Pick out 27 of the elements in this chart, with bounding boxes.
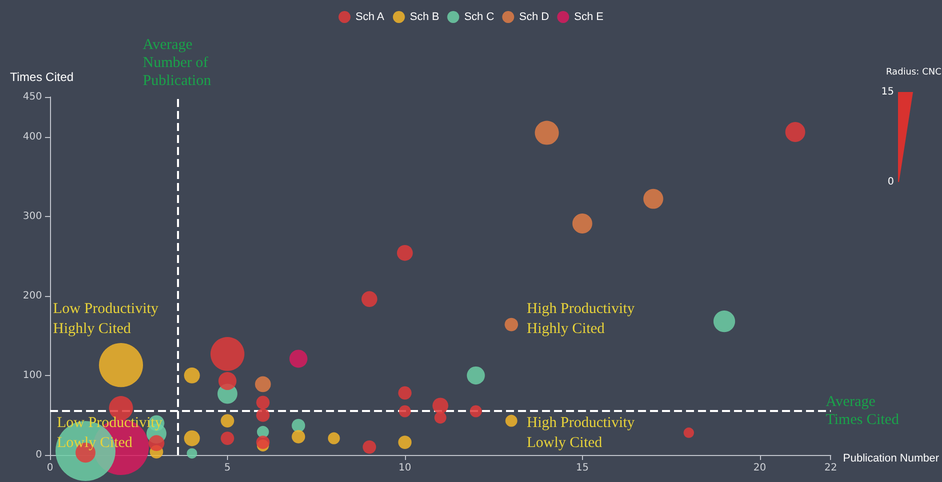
x-tick-label: 20 xyxy=(753,462,766,474)
x-tick-label: 15 xyxy=(576,462,589,474)
x-tick-label: 5 xyxy=(224,462,231,474)
ref-line-label: Average Times Cited xyxy=(826,394,900,428)
annotation: Low Productivity Highly Cited xyxy=(53,301,159,338)
x-tick-label: 10 xyxy=(398,462,412,474)
legend-label: Sch A xyxy=(356,11,385,23)
y-tick-label: 0 xyxy=(36,450,42,460)
legend-label: Sch E xyxy=(574,11,604,23)
y-tick-label: 100 xyxy=(22,370,42,381)
text: 0 xyxy=(888,176,894,188)
text: 15 xyxy=(881,86,894,98)
x-tick-label: 22 xyxy=(824,462,838,474)
y-tick-label: 200 xyxy=(22,290,42,302)
y-tick-label: 450 xyxy=(22,92,42,102)
y-tick-label: 400 xyxy=(22,131,42,142)
x-tick-label: 0 xyxy=(46,462,54,474)
legend-title: Radius: CNCI xyxy=(886,68,942,78)
x-axis-title: Publication Number xyxy=(843,452,940,464)
ref-line-label: Average Number of Publication xyxy=(142,37,212,89)
legend-label: Sch D xyxy=(519,11,550,23)
annotation: High Productivity Lowly Cited xyxy=(526,415,636,452)
y-tick-label: 300 xyxy=(22,210,42,222)
legend-label: Sch B xyxy=(410,11,440,23)
y-axis-title: Times Cited xyxy=(10,70,74,84)
legend-label: Sch C xyxy=(464,11,494,23)
annotation: High Productivity Highly Cited xyxy=(526,301,636,338)
